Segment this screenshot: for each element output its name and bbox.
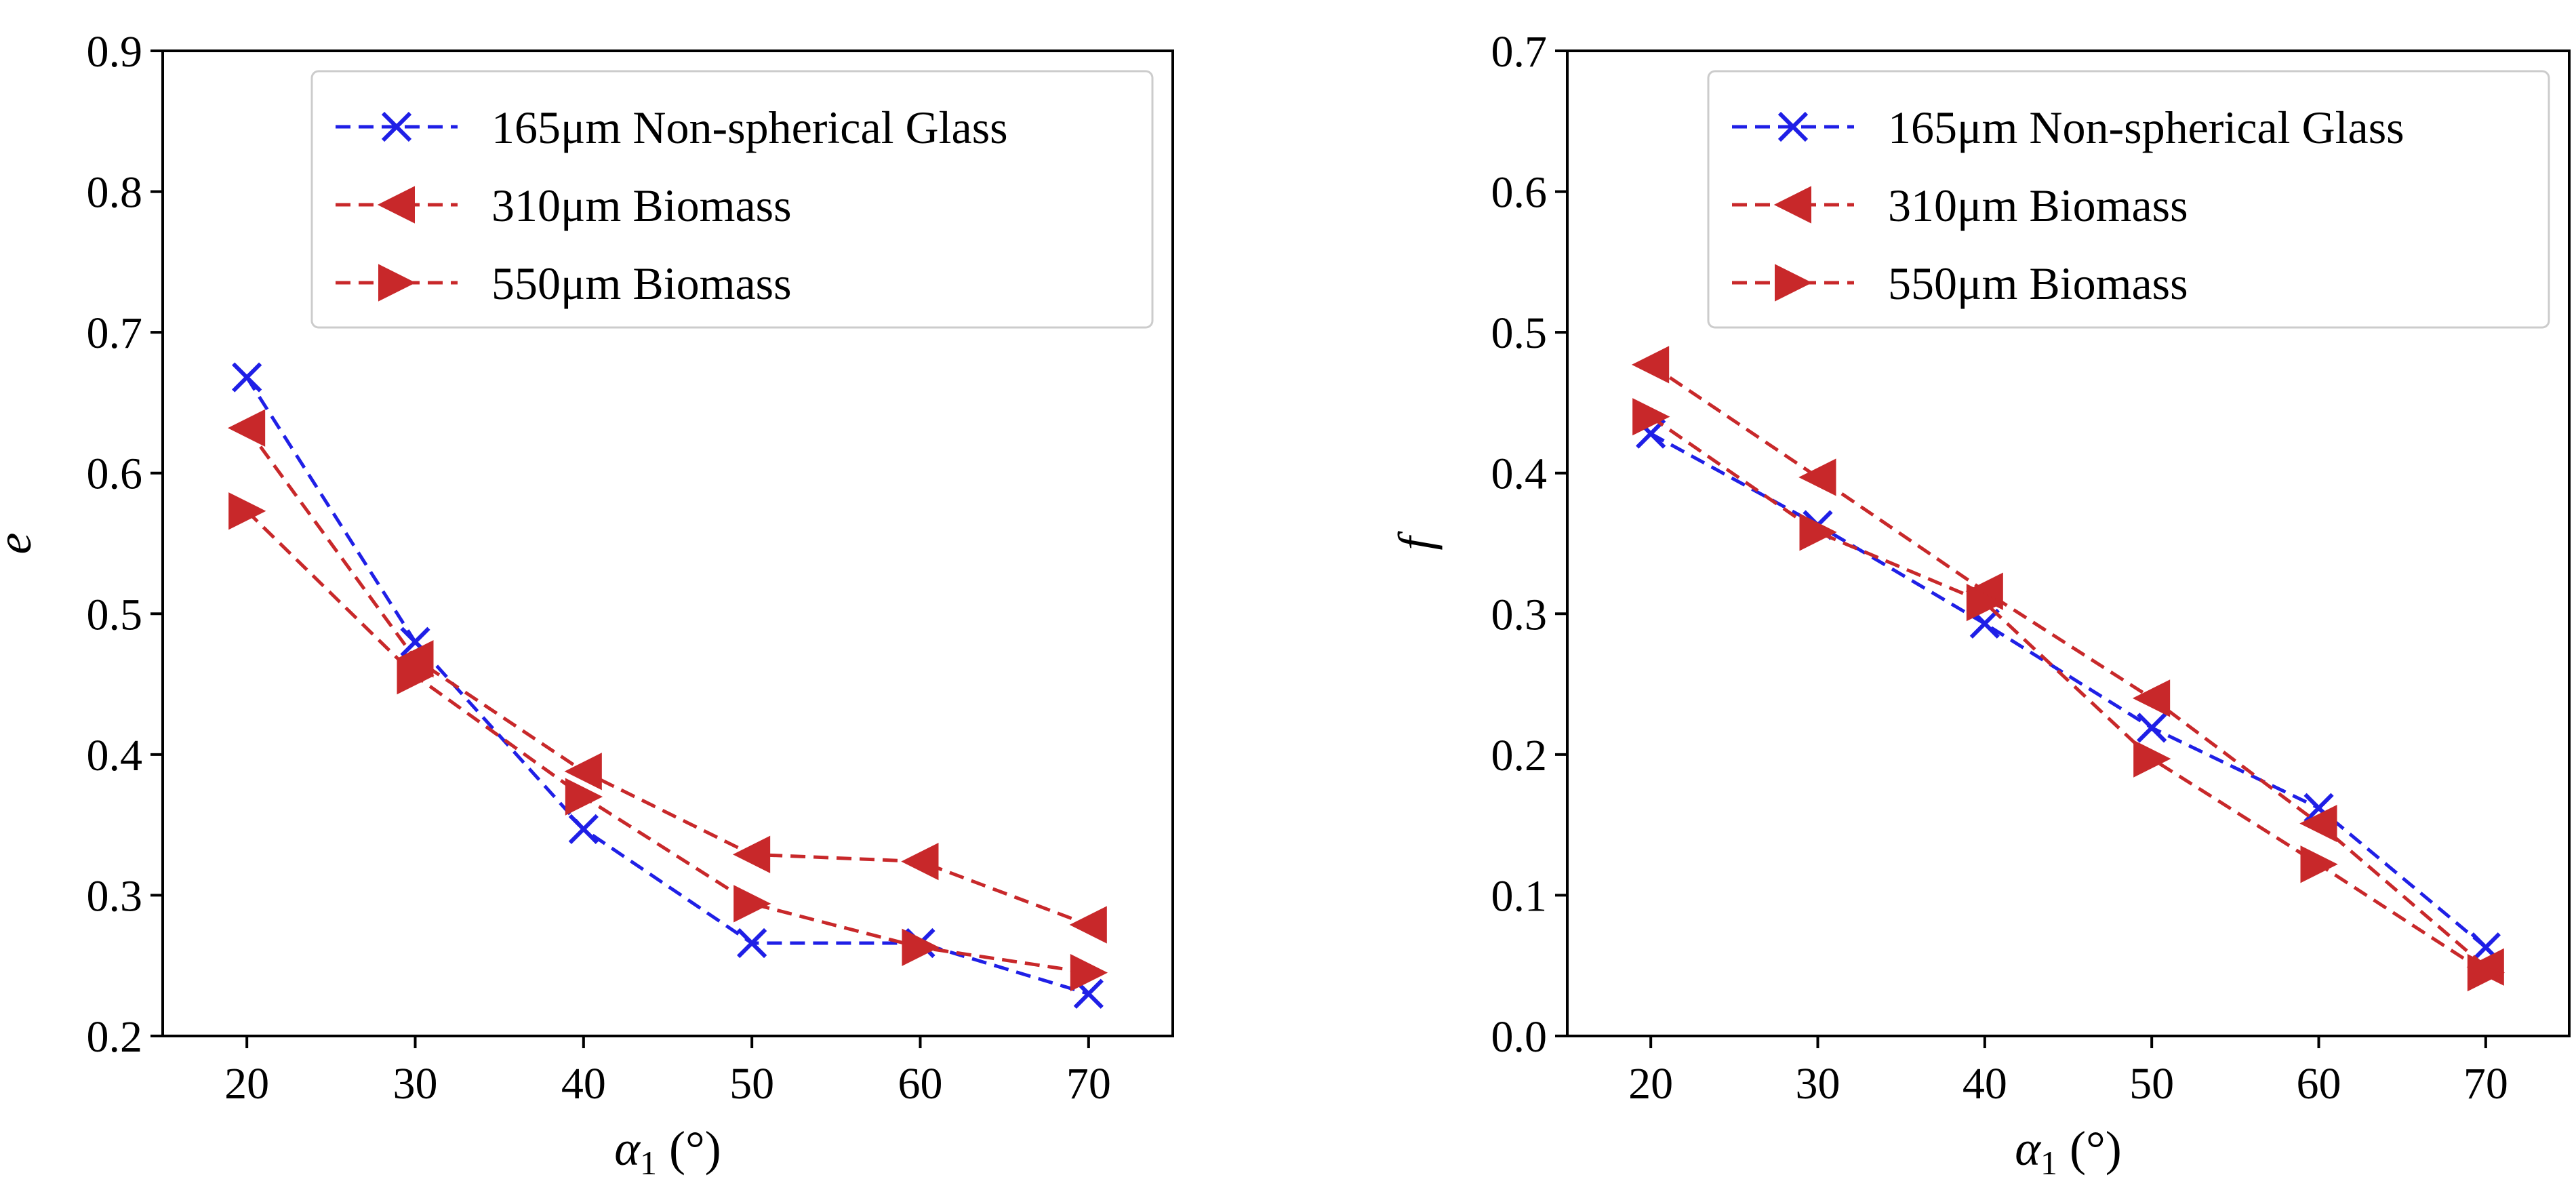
x-tick-label: 70	[2463, 1059, 2508, 1109]
x-axis-label: α1 (°)	[614, 1121, 721, 1182]
y-tick-label: 0.6	[1491, 168, 1548, 218]
y-tick-label: 0.0	[1491, 1012, 1548, 1062]
data-point-s3-4	[733, 885, 771, 923]
x-tick-label: 40	[1963, 1059, 2007, 1109]
legend-label: 310μm Biomass	[491, 180, 792, 231]
data-point-s2-1	[1631, 346, 1670, 384]
series-line-2	[245, 426, 1089, 927]
legend-label: 165μm Non-spherical Glass	[491, 102, 1008, 153]
data-point-s1-4	[737, 928, 767, 959]
legend: 165μm Non-spherical Glass 310μm Biomass 55…	[310, 70, 1154, 329]
legend-marker	[1775, 264, 1813, 302]
y-tick-label: 0.1	[1491, 871, 1548, 921]
data-point-s3-4	[2133, 740, 2171, 778]
y-axis-label: f	[1388, 531, 1443, 551]
data-point-s1-4	[2137, 713, 2167, 743]
legend-label: 165μm Non-spherical Glass	[1888, 102, 2404, 153]
legend-marker	[377, 186, 415, 224]
legend-item-3: 550μm Biomass	[336, 258, 792, 309]
data-point-s2-4	[2132, 679, 2171, 717]
series-line-3	[245, 509, 1089, 975]
data-point-s1-3	[568, 814, 599, 844]
data-point-s3-3	[1966, 584, 2005, 622]
data-point-s2-6	[1069, 906, 1107, 944]
legend-label: 310μm Biomass	[1888, 180, 2188, 231]
y-tick-label: 0.5	[87, 590, 143, 639]
legend-label: 550μm Biomass	[491, 258, 792, 309]
data-point-s2-5	[2299, 804, 2337, 843]
legend: 165μm Non-spherical Glass 310μm Biomass 55…	[1707, 70, 2550, 329]
legend-marker	[1773, 186, 1811, 224]
legend-item-2: 310μm Biomass	[1732, 180, 2188, 231]
y-tick-label: 0.2	[1491, 731, 1548, 780]
y-tick-label: 0.5	[1491, 308, 1548, 358]
data-point-s3-5	[902, 928, 940, 966]
x-tick-label: 60	[2297, 1059, 2341, 1109]
y-tick-label: 0.8	[87, 168, 143, 218]
chart-panel-2: 20 30 40 50 60 70 0.0 0.1 0.2 0.3 0.4 0.5 0.6 0.7 α1 (…	[1388, 27, 2571, 1182]
y-tick-label: 0.6	[87, 450, 143, 499]
data-point-s2-4	[732, 835, 771, 873]
x-tick-label: 70	[1066, 1059, 1111, 1109]
series-line-3	[1649, 415, 2487, 974]
legend-item-2: 310μm Biomass	[336, 180, 792, 231]
data-point-s1-1	[232, 362, 262, 393]
x-axis-label-subscript: 1	[640, 1144, 657, 1182]
series-line-1	[245, 376, 1089, 996]
x-tick-label: 20	[224, 1059, 269, 1109]
x-axis-label: α1 (°)	[2015, 1121, 2122, 1182]
series-line-1	[1649, 432, 2487, 949]
y-tick-label: 0.2	[87, 1012, 143, 1062]
data-point-s3-1	[228, 492, 266, 530]
data-point-s3-1	[1632, 398, 1670, 436]
x-tick-label: 50	[2129, 1059, 2174, 1109]
data-point-s2-1	[227, 409, 266, 447]
legend-box	[1707, 70, 2550, 329]
data-point-s2-2	[1798, 458, 1836, 496]
x-axis-label-symbol: α	[614, 1121, 641, 1176]
x-tick-label: 50	[729, 1059, 774, 1109]
x-axis-label-symbol: α	[2015, 1121, 2041, 1176]
data-point-s2-5	[901, 842, 939, 881]
legend-label: 550μm Biomass	[1888, 258, 2188, 309]
x-tick-label: 20	[1628, 1059, 1673, 1109]
legend-marker	[381, 111, 412, 142]
y-tick-label: 0.7	[87, 308, 143, 358]
data-point-s3-6	[2467, 953, 2505, 992]
legend-box	[310, 70, 1154, 329]
y-tick-label: 0.3	[87, 871, 143, 921]
plot-area-frame	[161, 49, 1174, 1037]
data-point-s2-3	[564, 753, 602, 791]
y-tick-label: 0.3	[1491, 590, 1548, 639]
legend-marker	[1777, 111, 1809, 142]
legend-marker	[378, 264, 416, 302]
data-point-s3-2	[1799, 513, 1837, 551]
y-axis-label: e	[0, 533, 41, 555]
legend-item-1: 165μm Non-spherical Glass	[336, 102, 1008, 153]
chart-panel-1: 20 30 40 50 60 70 0.2 0.3 0.4 0.5 0.6 0.7 0.8 0.9 α1 (…	[0, 27, 1174, 1182]
x-tick-label: 30	[393, 1059, 438, 1109]
x-axis-label-subscript: 1	[2040, 1144, 2057, 1182]
data-point-s3-2	[397, 656, 435, 695]
data-point-s3-6	[1070, 953, 1108, 992]
data-point-s3-5	[2300, 845, 2338, 883]
legend-item-1: 165μm Non-spherical Glass	[1732, 102, 2404, 153]
series-line-2	[1649, 363, 2487, 969]
y-tick-label: 0.7	[1491, 27, 1548, 77]
data-point-s3-3	[565, 778, 603, 816]
y-tick-label: 0.4	[1491, 450, 1548, 499]
x-axis-label-unit: (°)	[2057, 1121, 2122, 1176]
x-tick-label: 30	[1796, 1059, 1840, 1109]
x-tick-label: 40	[561, 1059, 606, 1109]
x-axis-label-unit: (°)	[657, 1121, 721, 1176]
plot-area-frame	[1566, 49, 2571, 1037]
y-tick-label: 0.9	[87, 27, 143, 77]
legend-item-3: 550μm Biomass	[1732, 258, 2188, 309]
x-tick-label: 60	[898, 1059, 943, 1109]
y-tick-label: 0.4	[87, 731, 143, 780]
